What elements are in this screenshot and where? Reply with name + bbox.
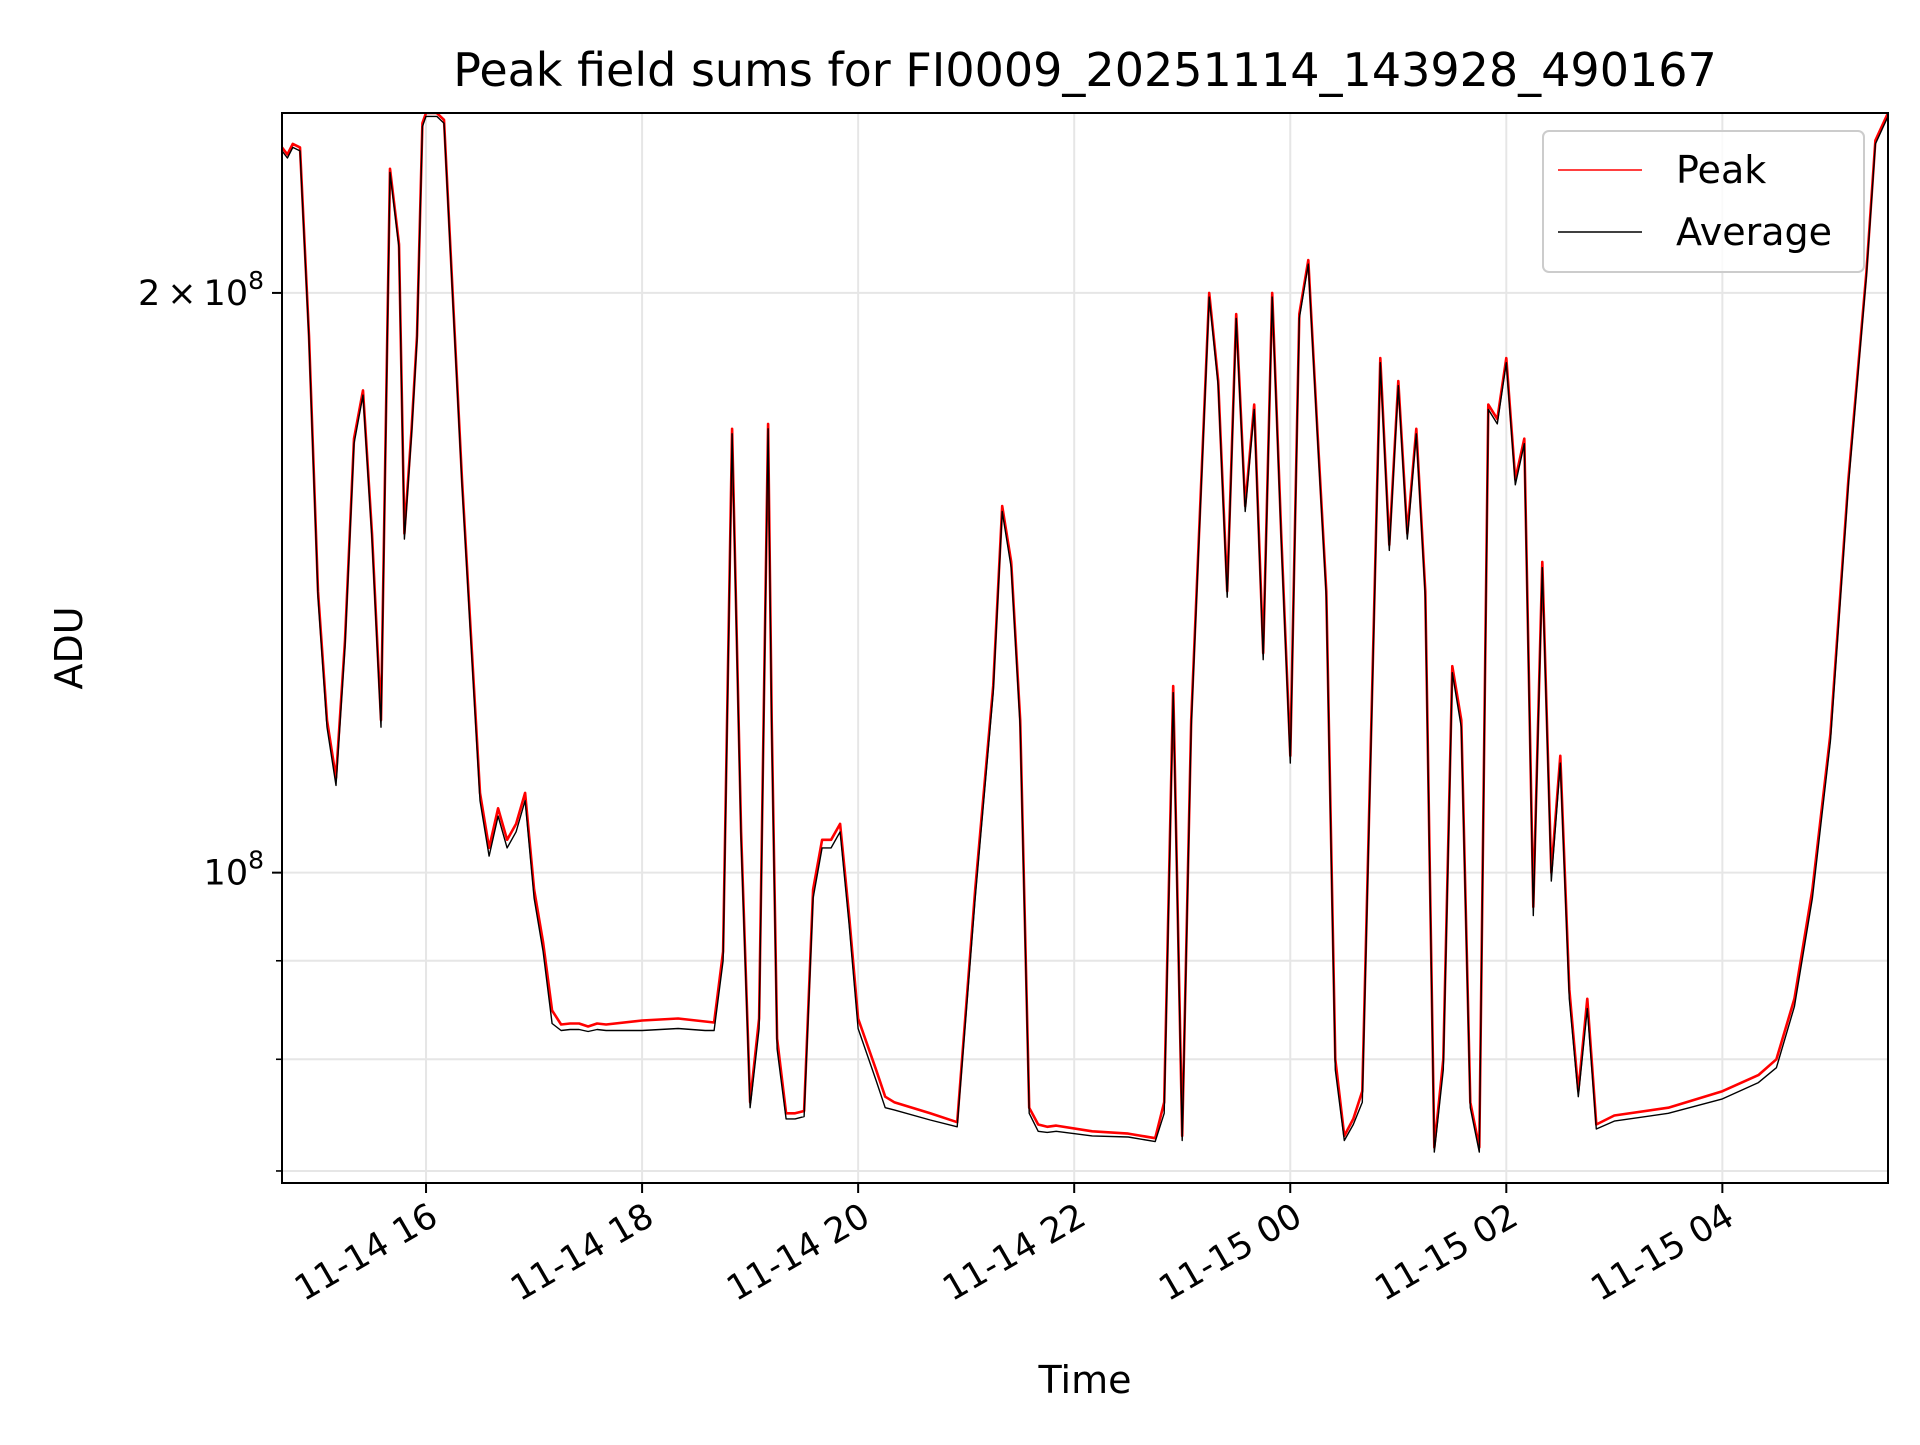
- legend: Peak Average: [1542, 130, 1865, 273]
- x-axis-label: Time: [1038, 1358, 1132, 1402]
- y-tick-exponent: 8: [248, 846, 264, 875]
- y-tick-exponent: 8: [248, 266, 264, 295]
- plot-frame: [281, 112, 1889, 1184]
- legend-label-peak: Peak: [1676, 148, 1766, 192]
- y-axis-label: ADU: [47, 606, 91, 689]
- legend-label-average: Average: [1676, 210, 1832, 254]
- chart-title: Peak field sums for FI0009_20251114_1439…: [453, 43, 1717, 97]
- grid-lines: [282, 113, 1888, 1183]
- y-tick-label: 2 × 108: [138, 266, 264, 314]
- y-tick-mantissa: 2: [138, 274, 160, 314]
- y-tick-label: 108: [204, 846, 264, 894]
- plot-area: [282, 113, 1888, 1183]
- series-layer: [282, 113, 1888, 1153]
- series-line-average: [282, 115, 1888, 1153]
- legend-box: [1542, 130, 1865, 273]
